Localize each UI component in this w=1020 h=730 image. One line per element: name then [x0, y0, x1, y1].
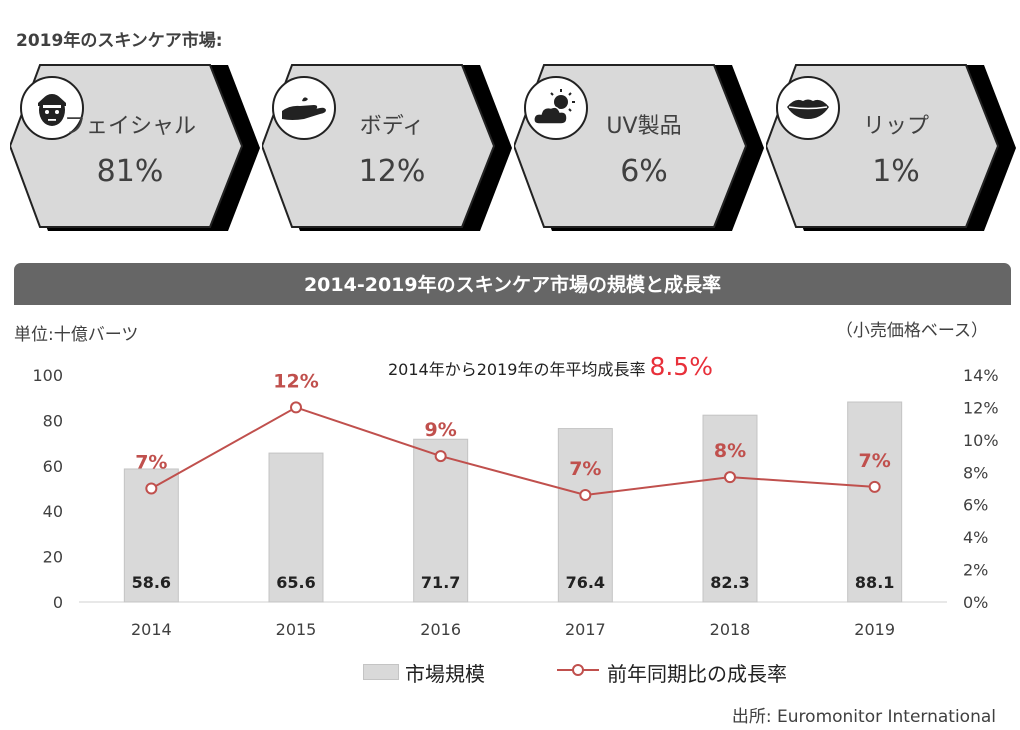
y2-axis-tick-label: 10% [963, 431, 999, 450]
growth-data-label: 7% [135, 452, 167, 474]
cagr-value: 8.5% [649, 352, 713, 381]
x-axis-tick-label: 2016 [420, 620, 461, 639]
y2-axis-tick-label: 6% [963, 496, 988, 515]
y-axis-tick-label: 40 [43, 502, 63, 521]
growth-data-label: 7% [859, 450, 891, 472]
y-axis-tick-label: 20 [43, 548, 63, 567]
growth-point [145, 482, 158, 495]
lips-icon [776, 76, 840, 140]
category-card-uv: UV製品 6% [514, 60, 764, 235]
category-card-facial: フェイシャル 81% [10, 60, 260, 235]
growth-data-label: 7% [569, 458, 601, 480]
y-axis-tick-label: 100 [32, 366, 63, 385]
x-axis-tick-label: 2019 [854, 620, 895, 639]
growth-point [724, 471, 736, 484]
category-label: フェイシャル [63, 114, 196, 139]
x-axis-tick-label: 2018 [710, 620, 751, 639]
category-card-body: ボディ 12% [262, 60, 512, 235]
category-label: リップ [862, 114, 929, 139]
y-axis-tick-label: 80 [43, 411, 63, 430]
growth-line [150, 406, 875, 497]
growth-data-label: 8% [714, 440, 746, 462]
y2-axis-tick-label: 4% [963, 528, 988, 547]
bar-data-label: 71.7 [421, 573, 460, 592]
y-axis-tick-label: 0 [53, 593, 63, 612]
y2-axis-tick-label: 8% [963, 463, 988, 482]
y2-axis-tick-label: 0% [963, 593, 988, 612]
x-axis-tick-label: 2017 [565, 620, 606, 639]
unit-label: 単位:十億バーツ [14, 325, 139, 345]
category-share: 12% [358, 154, 426, 189]
source-note: 出所: Euromonitor International [731, 707, 996, 727]
basis-label: （小売価格ベース） [835, 321, 988, 341]
bar [702, 414, 758, 603]
bar-data-label: 65.6 [276, 573, 315, 592]
market-size-chart: 0 20 40 60 80 100 0% 2% 4% 6% 8% 10% 12% 14% 2014 2015 2… [32, 366, 999, 639]
y2-axis-tick-label: 14% [963, 366, 999, 385]
bar [847, 401, 903, 603]
sun-cloud-icon [524, 76, 588, 140]
bar [557, 428, 613, 603]
growth-point [868, 480, 881, 493]
chart-title-banner: 2014-2019年のスキンケア市場の規模と成長率 [14, 263, 1011, 305]
growth-data-label: 12% [273, 370, 318, 392]
bar-data-label: 76.4 [566, 573, 605, 592]
category-label: UV製品 [606, 114, 682, 139]
growth-data-label: 9% [425, 419, 457, 441]
category-cards: フェイシャル 81% ボディ 12% [0, 60, 1020, 240]
face-mask-icon [20, 76, 84, 140]
legend-bar-label: 市場規模 [405, 662, 485, 686]
growth-point [290, 401, 302, 414]
category-share: 81% [96, 154, 164, 189]
legend-bar-swatch [363, 664, 399, 680]
y2-axis-tick-label: 12% [963, 398, 999, 417]
category-share: 1% [872, 154, 920, 189]
category-share: 6% [620, 154, 668, 189]
bar-data-label: 82.3 [710, 573, 749, 592]
x-axis-tick-label: 2014 [131, 620, 172, 639]
growth-point [434, 450, 447, 463]
category-card-lip: リップ 1% [766, 60, 1016, 235]
bar [268, 452, 324, 603]
bar [413, 438, 469, 603]
y2-axis-tick-label: 2% [963, 561, 988, 580]
y-axis-tick-label: 60 [43, 457, 63, 476]
x-axis-tick-label: 2015 [276, 620, 317, 639]
page-title: 2019年のスキンケア市場: [16, 31, 223, 51]
bar-data-label: 88.1 [855, 573, 894, 592]
cagr-annotation: 2014年から2019年の年平均成長率 8.5% [388, 352, 713, 381]
chart-legend: 市場規模 前年同期比の成長率 [0, 658, 1020, 688]
hand-icon [272, 76, 336, 140]
legend-line-label: 前年同期比の成長率 [607, 662, 787, 686]
category-label: ボディ [359, 114, 425, 139]
cagr-text: 2014年から2019年の年平均成長率 [388, 360, 646, 379]
legend-line-swatch [557, 664, 599, 676]
growth-point [579, 488, 592, 501]
bar-data-label: 58.6 [132, 573, 171, 592]
